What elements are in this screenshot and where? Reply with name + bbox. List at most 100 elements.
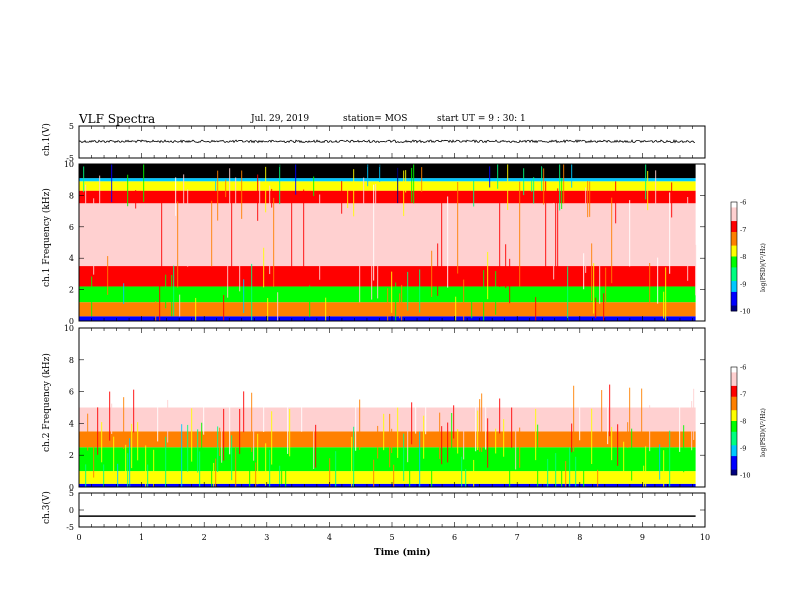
spectrogram-streak	[457, 429, 459, 454]
colorbar-cell	[731, 294, 737, 298]
colorbar-cell	[731, 442, 737, 446]
spectrogram-streak	[411, 167, 413, 203]
spectrogram-streak	[211, 463, 213, 487]
spectrogram-streak	[269, 449, 271, 487]
ch1-ytick-label: 5	[69, 122, 74, 131]
colorbar-cell	[731, 204, 737, 208]
spectrogram-streak	[511, 407, 513, 448]
spectrogram-streak	[195, 297, 197, 321]
colorbar-cell	[731, 377, 737, 381]
ch3-ytick-label: 0	[69, 506, 74, 515]
spectrogram-streak	[403, 170, 405, 217]
ch3-panel: 5 0 -5	[66, 489, 706, 532]
spectrogram-streak	[397, 167, 399, 204]
spectrogram-streak	[133, 389, 135, 433]
spectrogram-streak	[475, 396, 477, 452]
spectrogram-streak	[347, 182, 349, 209]
x-tick-label: 2	[202, 533, 207, 542]
spectrogram-streak	[377, 425, 379, 459]
spectrogram-streak	[473, 459, 475, 487]
spectrogram-streak	[663, 291, 665, 319]
spectrogram-streak	[157, 389, 159, 442]
spectrogram-streak	[147, 464, 149, 487]
colorbar-cell	[731, 453, 737, 457]
spectrogram-streak	[663, 450, 665, 487]
g-spec2-ytick-label: 6	[69, 388, 74, 397]
g-spec2-ytick-label: 8	[69, 356, 74, 365]
spectrogram-streak	[217, 426, 219, 473]
colorbar-tick-label: -9	[740, 445, 746, 453]
spectrogram-band	[79, 181, 696, 191]
spectrogram-streak	[473, 180, 475, 207]
colorbar-cell	[731, 399, 737, 403]
spectrogram-streak	[165, 274, 167, 309]
colorbar-cell	[731, 237, 737, 241]
spectrogram-streak	[439, 412, 441, 459]
colorbar-cell	[731, 289, 737, 293]
spectrogram-streak	[413, 164, 415, 204]
spectrogram-streak	[519, 427, 521, 468]
g-spec2-ytick-label: 4	[69, 419, 74, 428]
station-label: station= MOS	[343, 114, 408, 124]
spectrogram-streak	[243, 391, 245, 433]
colorbar-tick-label: -10	[740, 308, 750, 316]
spectrogram-streak	[643, 465, 645, 487]
spectrogram-streak	[617, 424, 619, 466]
colorbar-cell	[731, 275, 737, 279]
spectrogram-streak	[255, 462, 257, 487]
spectrogram-streak	[235, 447, 237, 487]
spectrogram-streak	[123, 397, 125, 449]
spectrogram-streak	[225, 179, 227, 198]
spectrogram-streak	[313, 411, 315, 470]
spectrogram-streak	[555, 198, 557, 269]
spectrogram-streak	[197, 429, 199, 473]
spectrogram-streak	[423, 415, 425, 459]
spectrogram-streak	[173, 265, 175, 317]
spectrogram-streak	[241, 170, 243, 219]
spectrogram-streak	[545, 181, 547, 267]
colorbar-cell	[731, 286, 737, 290]
spectrogram-streak	[415, 405, 417, 434]
spectrogram-streak	[659, 444, 661, 480]
spectrogram-streak	[91, 276, 93, 317]
colorbar-cell	[731, 394, 737, 398]
spectrogram-streak	[239, 408, 241, 454]
spectrogram-band	[79, 266, 696, 287]
spectrogram-streak	[127, 453, 129, 487]
spectrogram-streak	[495, 271, 497, 315]
spectrogram-streak	[125, 444, 127, 475]
spectrogram-streak	[419, 269, 421, 313]
spectrogram-streak	[425, 388, 427, 435]
spectrogram-streak	[295, 164, 297, 195]
spectrogram-streak	[215, 458, 217, 487]
colorbar-cell	[731, 223, 737, 227]
colorbar-cell	[731, 407, 737, 411]
spectrogram-streak	[375, 183, 377, 210]
spectrogram-streak	[499, 398, 501, 434]
g-spec1-ytick-label: 10	[64, 160, 74, 169]
spectrogram-streak	[223, 295, 225, 321]
spectrogram-streak	[645, 164, 647, 200]
spectrogram-streak	[155, 301, 157, 321]
colorbar-tick-label: -6	[740, 199, 746, 207]
spectrogram-streak	[531, 179, 533, 192]
colorbar-cell	[731, 388, 737, 392]
x-tick-label: 5	[389, 533, 394, 542]
spectrogram-streak	[487, 251, 489, 300]
colorbar-tick-label: -9	[740, 280, 746, 288]
colorbar-tick-label: -7	[740, 391, 746, 399]
spectrogram-streak	[683, 425, 685, 473]
spectrogram-streak	[353, 426, 355, 487]
colorbar-cell	[731, 423, 737, 427]
colorbar-cell	[731, 278, 737, 282]
colorbar-cell	[731, 253, 737, 257]
spectrogram-streak	[153, 449, 155, 487]
spectrogram-streak	[481, 393, 483, 452]
colorbar1-label: log(PSD)(V²/Hz)	[760, 243, 767, 292]
spectrogram-streak	[287, 402, 289, 454]
spectrogram-streak	[391, 271, 393, 313]
spectrogram-streak	[587, 180, 589, 218]
colorbar-cell	[731, 305, 737, 309]
colorbar-cell	[731, 439, 737, 443]
spectrogram-streak	[379, 164, 381, 182]
